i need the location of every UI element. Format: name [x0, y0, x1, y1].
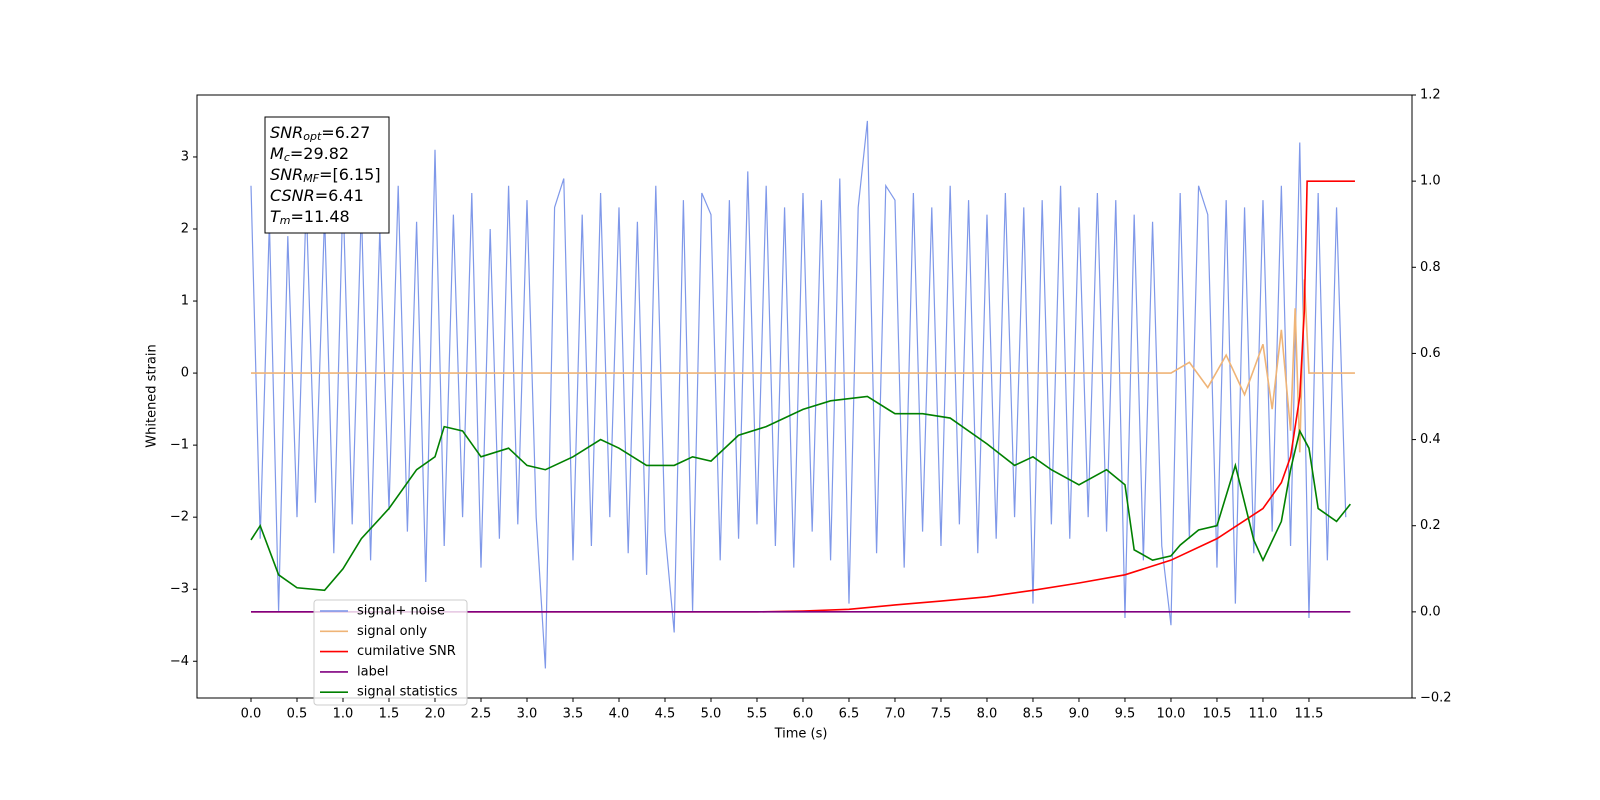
x-tick-label: 3.5 — [563, 707, 584, 722]
y2-tick-label: 0.2 — [1420, 518, 1441, 533]
series-line — [250, 120, 1347, 669]
annotation-symbol: T — [270, 207, 281, 226]
x-tick-label: 8.5 — [1023, 707, 1044, 722]
y2-tick-label: −0.2 — [1420, 691, 1452, 706]
x-tick-label: 6.0 — [793, 707, 814, 722]
annotation-line: SNRMF=[6.15] — [270, 165, 381, 186]
y-tick-label: −1 — [170, 438, 189, 453]
annotation-box: SNRopt=6.27Mc=29.82SNRMF=[6.15]CSNR=6.41… — [264, 116, 390, 234]
y-tick-label: 0 — [181, 366, 189, 381]
y2-tick-label: 0.4 — [1420, 432, 1441, 447]
annotation-symbol: M — [270, 144, 284, 163]
x-tick-label: 3.0 — [517, 707, 538, 722]
x-tick-label: 9.5 — [1115, 707, 1136, 722]
annotation-symbol: SNR — [270, 123, 303, 142]
legend-label: signal statistics — [357, 685, 458, 700]
legend-label: signal only — [357, 624, 427, 639]
annotation-symbol: CSNR — [270, 186, 315, 205]
annotation-line: SNRopt=6.27 — [270, 123, 370, 144]
x-tick-label: 5.0 — [701, 707, 722, 722]
annotation-frame — [264, 116, 390, 234]
annotation-subscript: c — [284, 151, 290, 164]
legend-frame — [313, 599, 468, 706]
annotation-value: =6.41 — [315, 186, 364, 205]
y-tick-label: −4 — [170, 654, 189, 669]
y-tick-label: −3 — [170, 582, 189, 597]
x-tick-label: 10.5 — [1202, 707, 1231, 722]
y2-tick-label: 0.8 — [1420, 260, 1441, 275]
series-line — [250, 395, 1351, 592]
annotation-line: CSNR=6.41 — [270, 186, 364, 205]
annotation-value: =29.82 — [290, 144, 349, 163]
annotation-value: =6.27 — [321, 123, 370, 142]
x-tick-label: 0.5 — [287, 707, 308, 722]
annotation-line: Tm=11.48 — [270, 207, 350, 228]
x-tick-label: 4.0 — [609, 707, 630, 722]
x-tick-label: 6.5 — [839, 707, 860, 722]
y-tick-label: 2 — [181, 222, 189, 237]
x-tick-label: 4.5 — [655, 707, 676, 722]
y2-tick-label: 1.2 — [1420, 88, 1441, 103]
y-axis-label: Whitened strain — [145, 344, 160, 447]
x-tick-label: 11.5 — [1294, 707, 1323, 722]
y2-tick-label: 0.0 — [1420, 604, 1441, 619]
annotation-line: Mc=29.82 — [270, 144, 349, 165]
x-tick-label: 8.0 — [977, 707, 998, 722]
annotation-value: =11.48 — [291, 207, 350, 226]
annotation-subscript: m — [280, 214, 291, 227]
x-tick-label: 11.0 — [1248, 707, 1277, 722]
annotation-subscript: MF — [303, 172, 319, 185]
legend-label: label — [357, 664, 388, 679]
x-tick-label: 2.0 — [425, 707, 446, 722]
x-tick-label: 1.0 — [333, 707, 354, 722]
annotation-value: =[6.15] — [319, 165, 381, 184]
x-tick-label: 2.5 — [471, 707, 492, 722]
y2-tick-label: 1.0 — [1420, 174, 1441, 189]
legend-label: cumilative SNR — [357, 644, 456, 659]
y-tick-label: −2 — [170, 510, 189, 525]
x-axis-label: Time (s) — [774, 727, 828, 742]
y2-tick-label: 0.6 — [1420, 346, 1441, 361]
x-tick-label: 0.0 — [241, 707, 262, 722]
x-tick-label: 10.0 — [1156, 707, 1185, 722]
x-tick-label: 7.0 — [885, 707, 906, 722]
series-line — [251, 180, 1355, 613]
annotation-subscript: opt — [303, 130, 322, 143]
legend: signal+ noise signal only cumilative SNR la… — [313, 599, 468, 706]
y-tick-label: 1 — [181, 294, 189, 309]
y-tick-label: 3 — [181, 149, 189, 164]
x-tick-label: 5.5 — [747, 707, 768, 722]
legend-label: signal+ noise — [357, 604, 445, 619]
x-tick-label: 1.5 — [379, 707, 400, 722]
axes-frame — [196, 94, 1413, 699]
x-tick-label: 9.0 — [1069, 707, 1090, 722]
x-tick-label: 7.5 — [931, 707, 952, 722]
annotation-symbol: SNR — [270, 165, 303, 184]
